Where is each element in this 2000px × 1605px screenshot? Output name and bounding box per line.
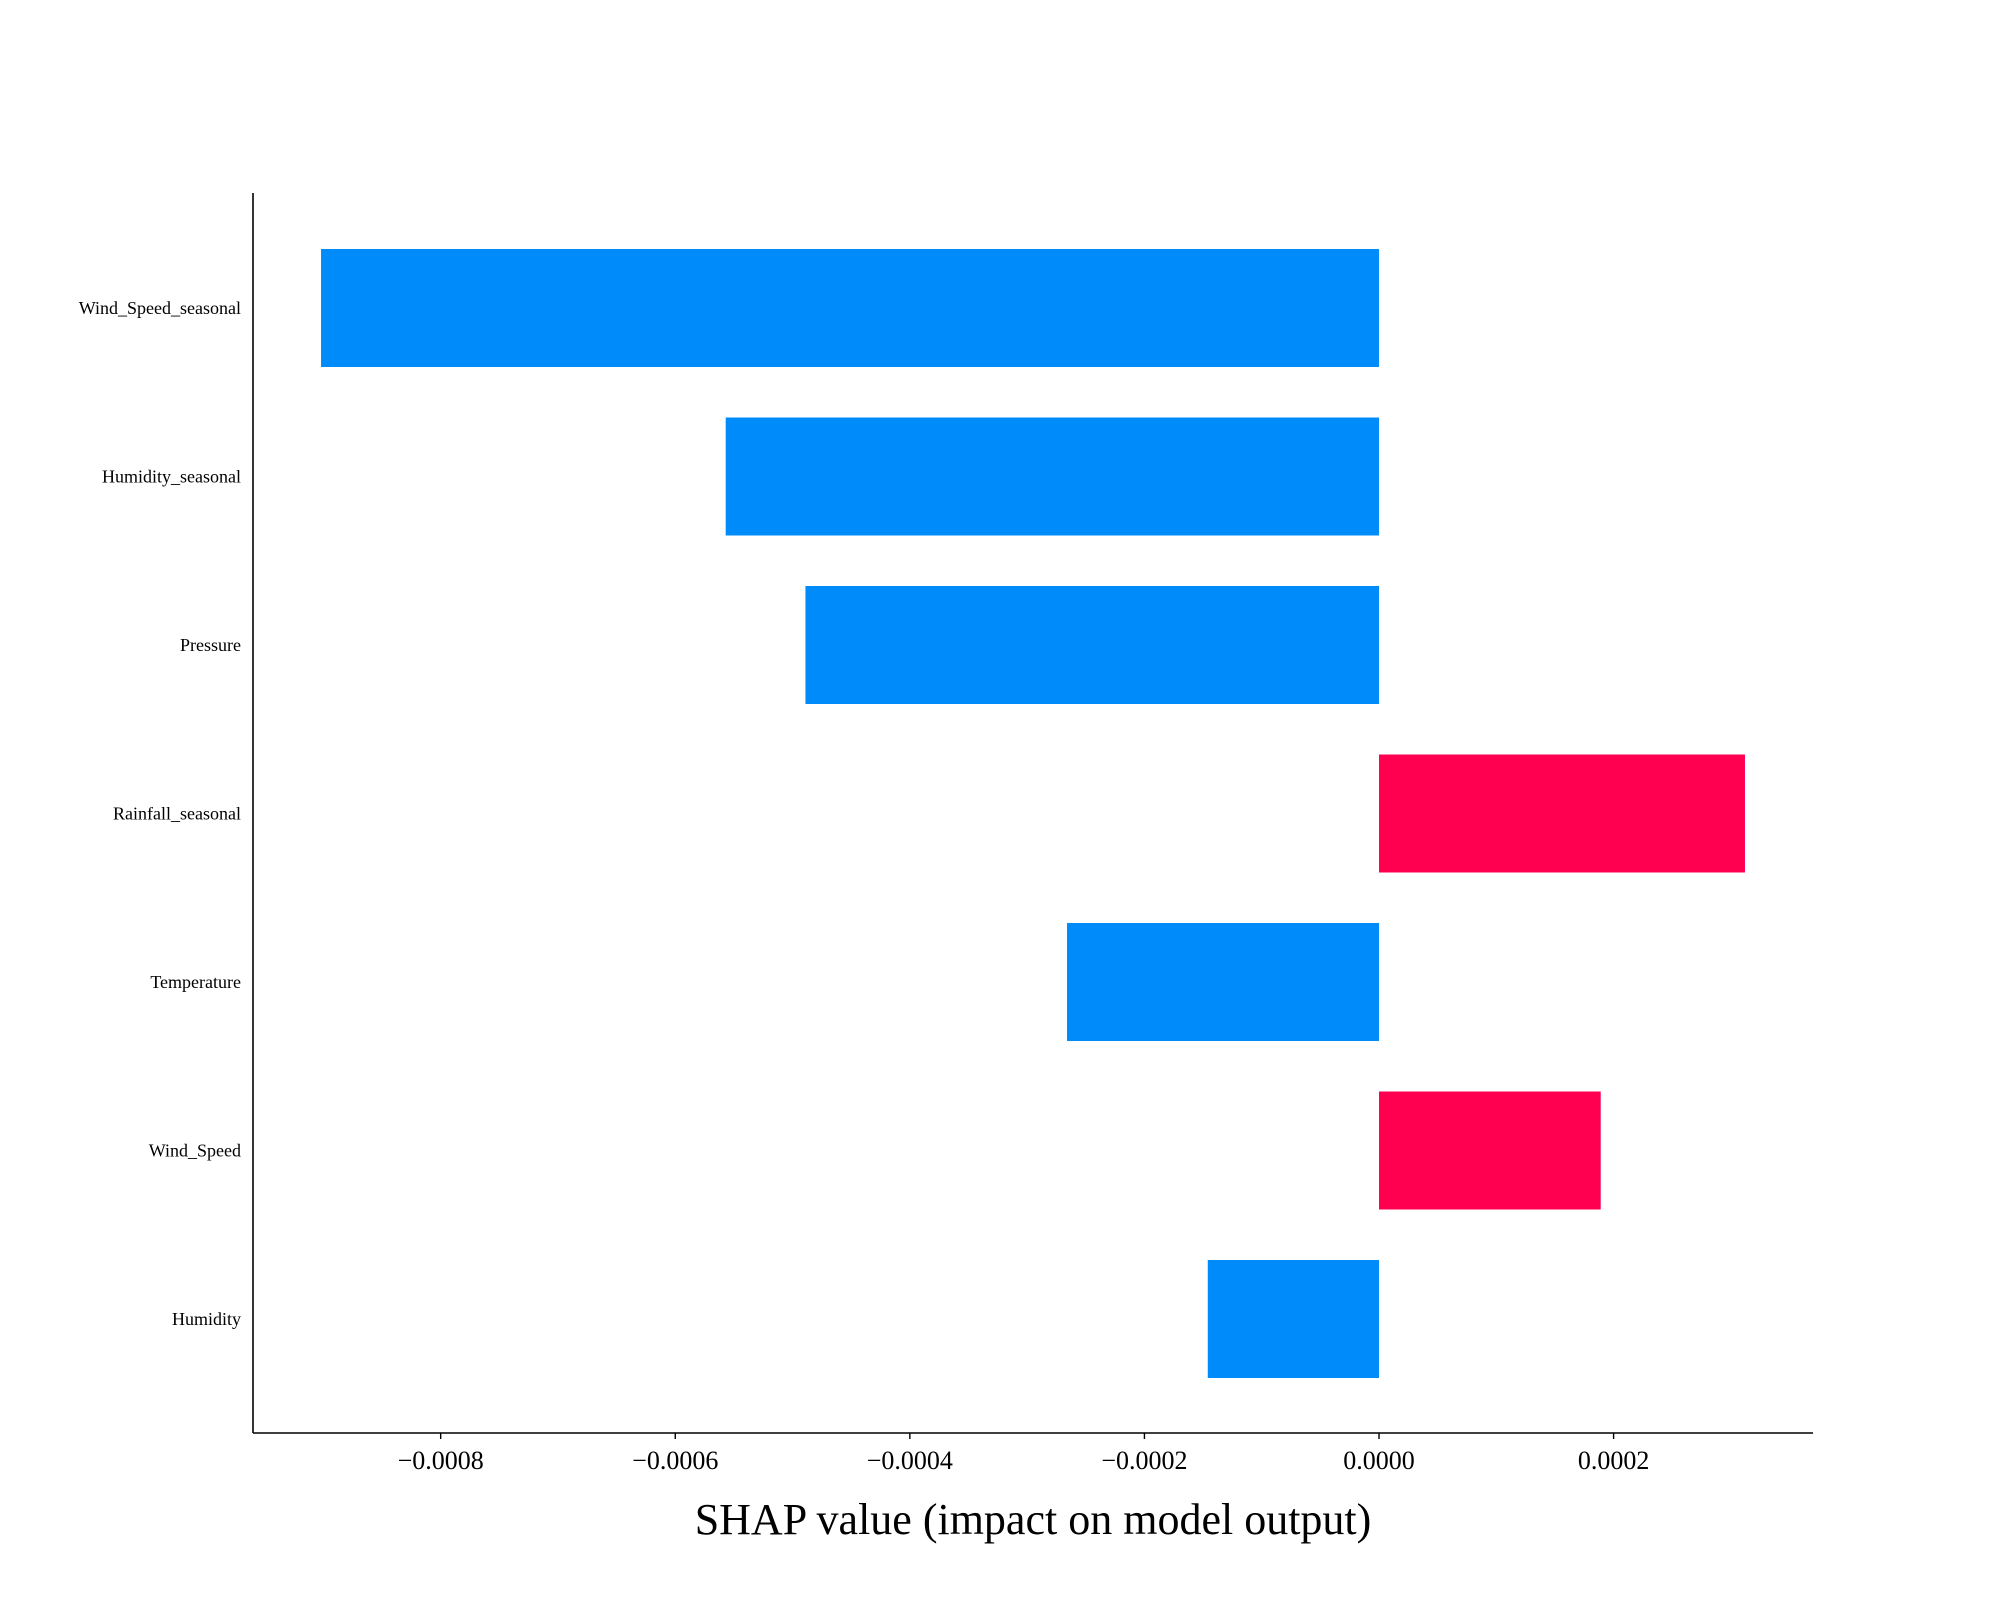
- bars-layer: [321, 249, 1745, 1378]
- y-tick-label: Humidity_seasonal: [102, 467, 241, 487]
- x-tick-label: −0.0002: [1101, 1446, 1187, 1475]
- x-tick-label: −0.0004: [867, 1446, 953, 1475]
- bar-humidity: [1207, 1260, 1380, 1378]
- bar-humidity-seasonal: [725, 417, 1380, 536]
- bar-rainfall-seasonal: [1379, 754, 1745, 873]
- y-tick-label: Humidity: [172, 1309, 241, 1329]
- axes-layer: [252, 193, 1813, 1434]
- y-tick-labels: Wind_Speed_seasonal Humidity_seasonal Pres…: [79, 298, 241, 1329]
- x-tick-label: 0.0000: [1343, 1446, 1415, 1475]
- y-tick-label: Pressure: [180, 635, 241, 655]
- bar-wind-speed-seasonal: [321, 249, 1380, 367]
- bar-wind-speed: [1379, 1091, 1601, 1210]
- x-tick-label: 0.0002: [1578, 1446, 1650, 1475]
- y-tick-label: Wind_Speed: [149, 1141, 241, 1161]
- y-tick-label: Wind_Speed_seasonal: [79, 298, 241, 318]
- x-tick-labels: −0.0008 −0.0006 −0.0004 −0.0002 0.0000 0.0002: [398, 1433, 1650, 1475]
- x-tick-label: −0.0008: [398, 1446, 484, 1475]
- x-axis-title: SHAP value (impact on model output): [695, 1495, 1372, 1544]
- x-tick-label: −0.0006: [632, 1446, 718, 1475]
- bar-pressure: [805, 586, 1380, 704]
- y-tick-label: Rainfall_seasonal: [113, 804, 241, 824]
- y-tick-label: Temperature: [150, 972, 241, 992]
- bar-temperature: [1067, 923, 1380, 1041]
